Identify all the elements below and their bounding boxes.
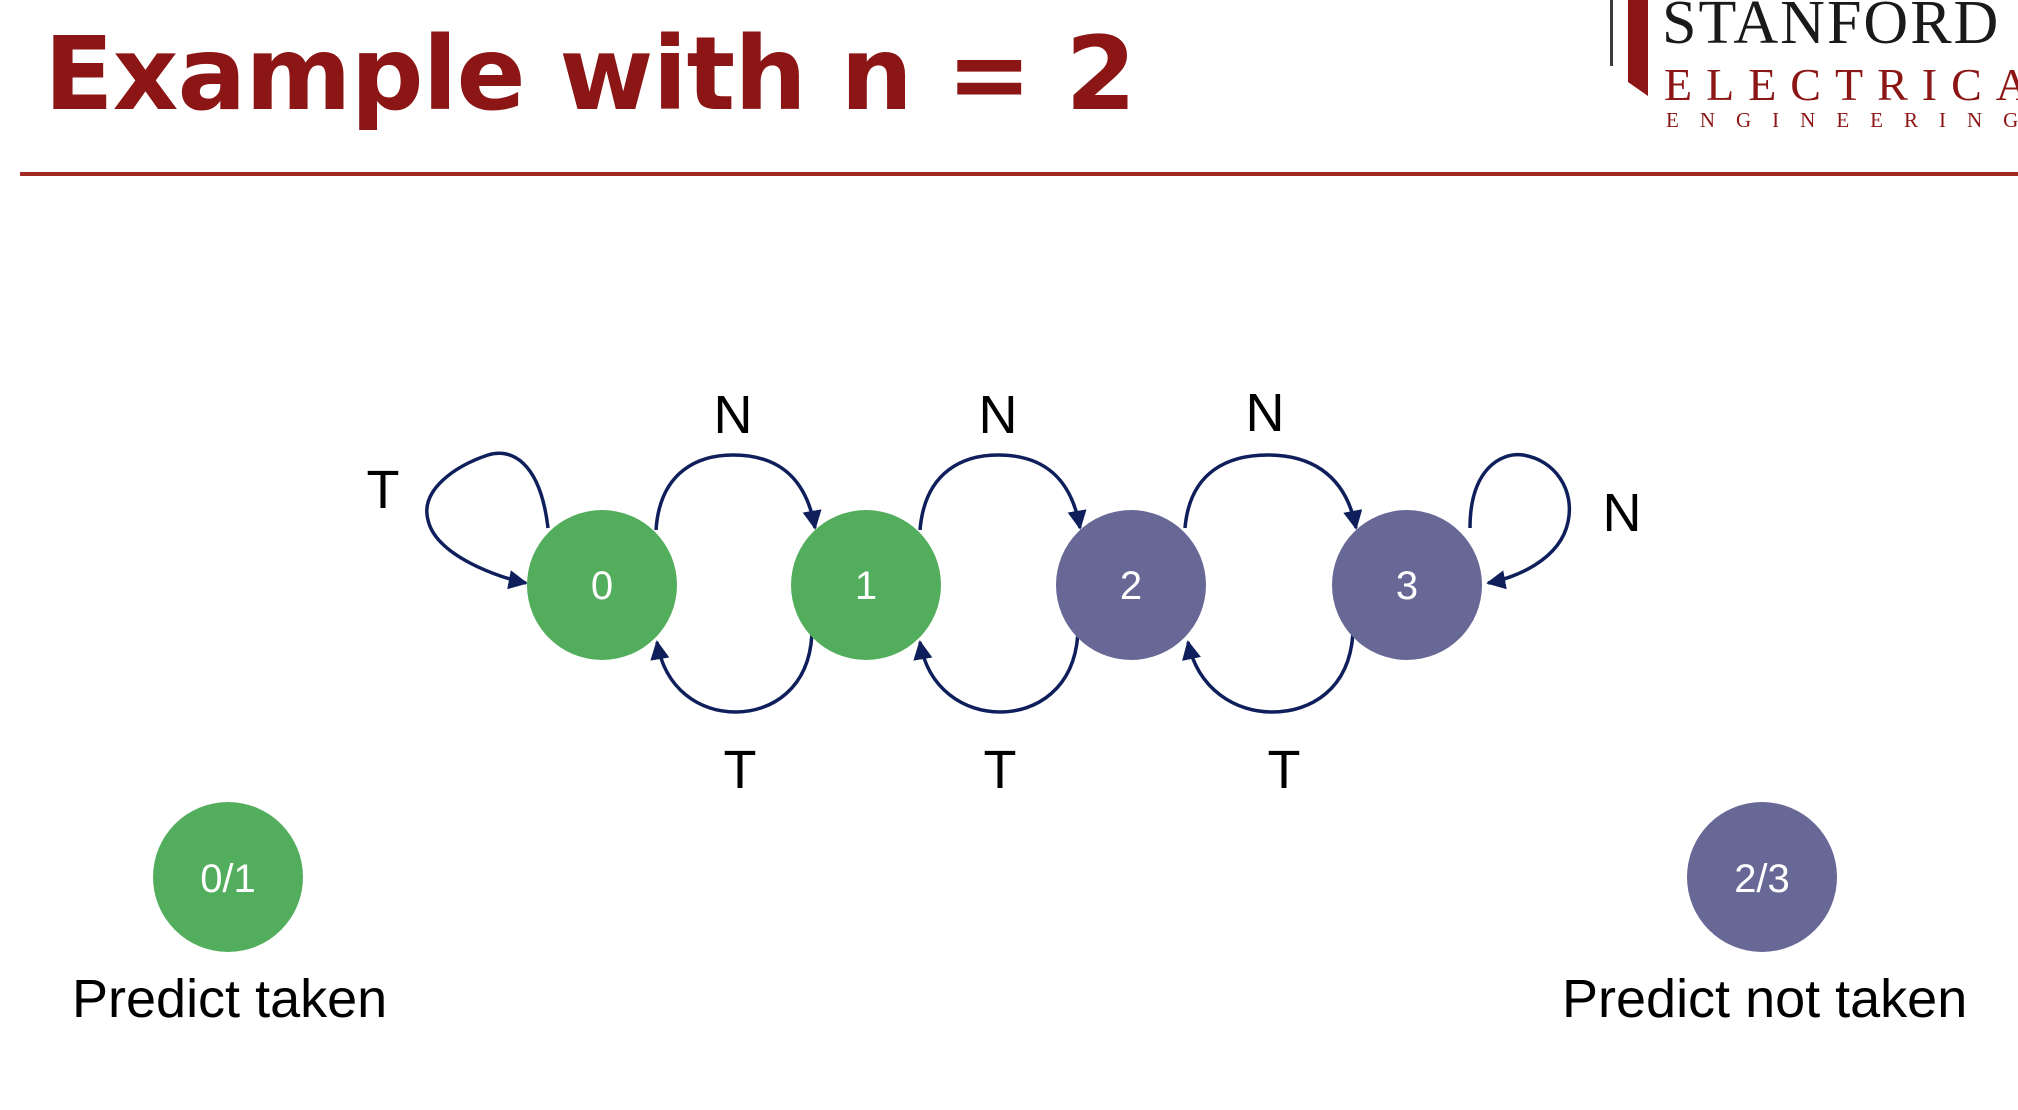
legend-nodes: 0/1 2/3: [153, 802, 1837, 952]
logo-stanford-text: STANFORD: [1662, 0, 2001, 57]
transition-label-2-to-3: N: [1246, 383, 1285, 443]
state-0-label: 0: [591, 564, 613, 608]
slide-title: Example with n = 2: [44, 15, 1136, 134]
transition-label-3-to-3: N: [1603, 483, 1642, 543]
legend-predict-taken-caption: Predict taken: [72, 969, 388, 1029]
state-3-label: 3: [1396, 564, 1418, 608]
legend-predict-not-taken-caption: Predict not taken: [1562, 969, 1968, 1029]
arc-0-to-1: [654, 453, 822, 531]
logo-thin-bar: [1610, 0, 1613, 66]
legend-predict-taken-node: [153, 802, 303, 952]
transition-label-1-to-2: N: [979, 385, 1018, 445]
transition-labels: T N N N N T T T: [367, 383, 1642, 800]
legend-predict-not-taken-node: [1687, 802, 1837, 952]
legend-predict-not-taken-state: 2/3: [1734, 857, 1790, 901]
state-1-node: [791, 510, 941, 660]
transition-label-0-to-0: T: [367, 460, 400, 520]
transition-label-1-to-0: T: [724, 740, 757, 800]
legend-predict-taken-state: 0/1: [200, 857, 256, 901]
title-divider: [20, 172, 2018, 176]
transition-arcs: [425, 451, 1572, 714]
transition-label-0-to-1: N: [714, 385, 753, 445]
states: 0 1 2 3: [527, 510, 1482, 660]
logo-block-icon: [1628, 0, 1648, 96]
arc-3-to-2: [1182, 631, 1355, 714]
arc-2-to-1: [913, 631, 1080, 714]
state-2-node: [1056, 510, 1206, 660]
stanford-ee-logo: STANFORD ELECTRICAL ENGINEERING: [1610, 0, 2018, 140]
arc-1-to-0: [650, 631, 814, 714]
arc-2-to-3: [1183, 453, 1363, 530]
state-3-node: [1332, 510, 1482, 660]
logo-engineering-text: ENGINEERING: [1666, 108, 2018, 132]
transition-label-2-to-1: T: [984, 740, 1017, 800]
arc-3-to-3: [1468, 452, 1572, 590]
state-2-label: 2: [1120, 564, 1142, 608]
arc-1-to-2: [918, 453, 1087, 531]
logo-electrical-text: ELECTRICAL: [1664, 59, 2018, 110]
transition-label-3-to-2: T: [1268, 740, 1301, 800]
arc-0-to-0: [425, 451, 550, 590]
state-0-node: [527, 510, 677, 660]
state-1-label: 1: [855, 564, 877, 608]
